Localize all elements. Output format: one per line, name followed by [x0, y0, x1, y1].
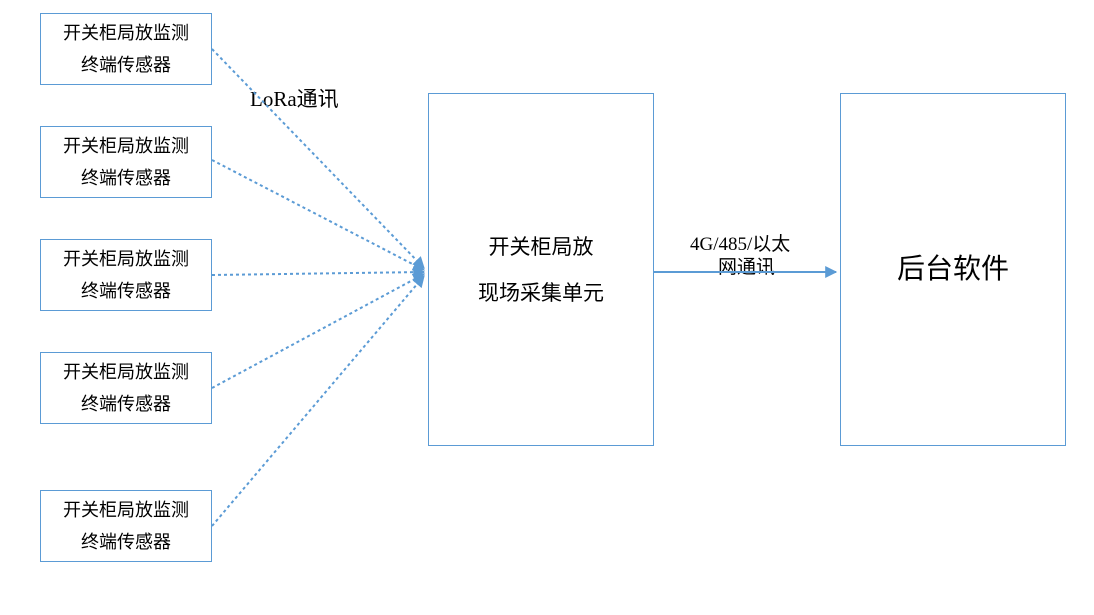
node-backend: 后台软件 — [840, 93, 1066, 446]
edge-sensor3-collector — [212, 272, 424, 275]
node-sensor2-line1: 开关柜局放监测 — [63, 130, 189, 162]
edge-sensor5-collector — [212, 276, 424, 526]
node-collector-line2: 现场采集单元 — [478, 270, 604, 316]
node-backend-line1: 后台软件 — [897, 250, 1009, 290]
node-sensor2: 开关柜局放监测 终端传感器 — [40, 126, 212, 198]
node-sensor4-line1: 开关柜局放监测 — [63, 356, 189, 388]
node-sensor4-line2: 终端传感器 — [81, 388, 171, 420]
node-sensor2-line2: 终端传感器 — [81, 162, 171, 194]
node-sensor4: 开关柜局放监测 终端传感器 — [40, 352, 212, 424]
node-sensor3: 开关柜局放监测 终端传感器 — [40, 239, 212, 311]
node-sensor1-line2: 终端传感器 — [81, 49, 171, 81]
node-collector: 开关柜局放 现场采集单元 — [428, 93, 654, 446]
label-net-line2: 网通讯 — [718, 252, 775, 279]
node-collector-line1: 开关柜局放 — [489, 224, 594, 270]
node-sensor1-line1: 开关柜局放监测 — [63, 17, 189, 49]
node-sensor5-line1: 开关柜局放监测 — [63, 494, 189, 526]
node-sensor3-line2: 终端传感器 — [81, 275, 171, 307]
node-sensor5-line2: 终端传感器 — [81, 526, 171, 558]
edge-sensor4-collector — [212, 274, 424, 388]
label-lora: LoRa通讯 — [250, 83, 339, 113]
node-sensor5: 开关柜局放监测 终端传感器 — [40, 490, 212, 562]
node-sensor1: 开关柜局放监测 终端传感器 — [40, 13, 212, 85]
edge-sensor1-collector — [212, 49, 424, 268]
node-sensor3-line1: 开关柜局放监测 — [63, 243, 189, 275]
edge-sensor2-collector — [212, 160, 424, 270]
